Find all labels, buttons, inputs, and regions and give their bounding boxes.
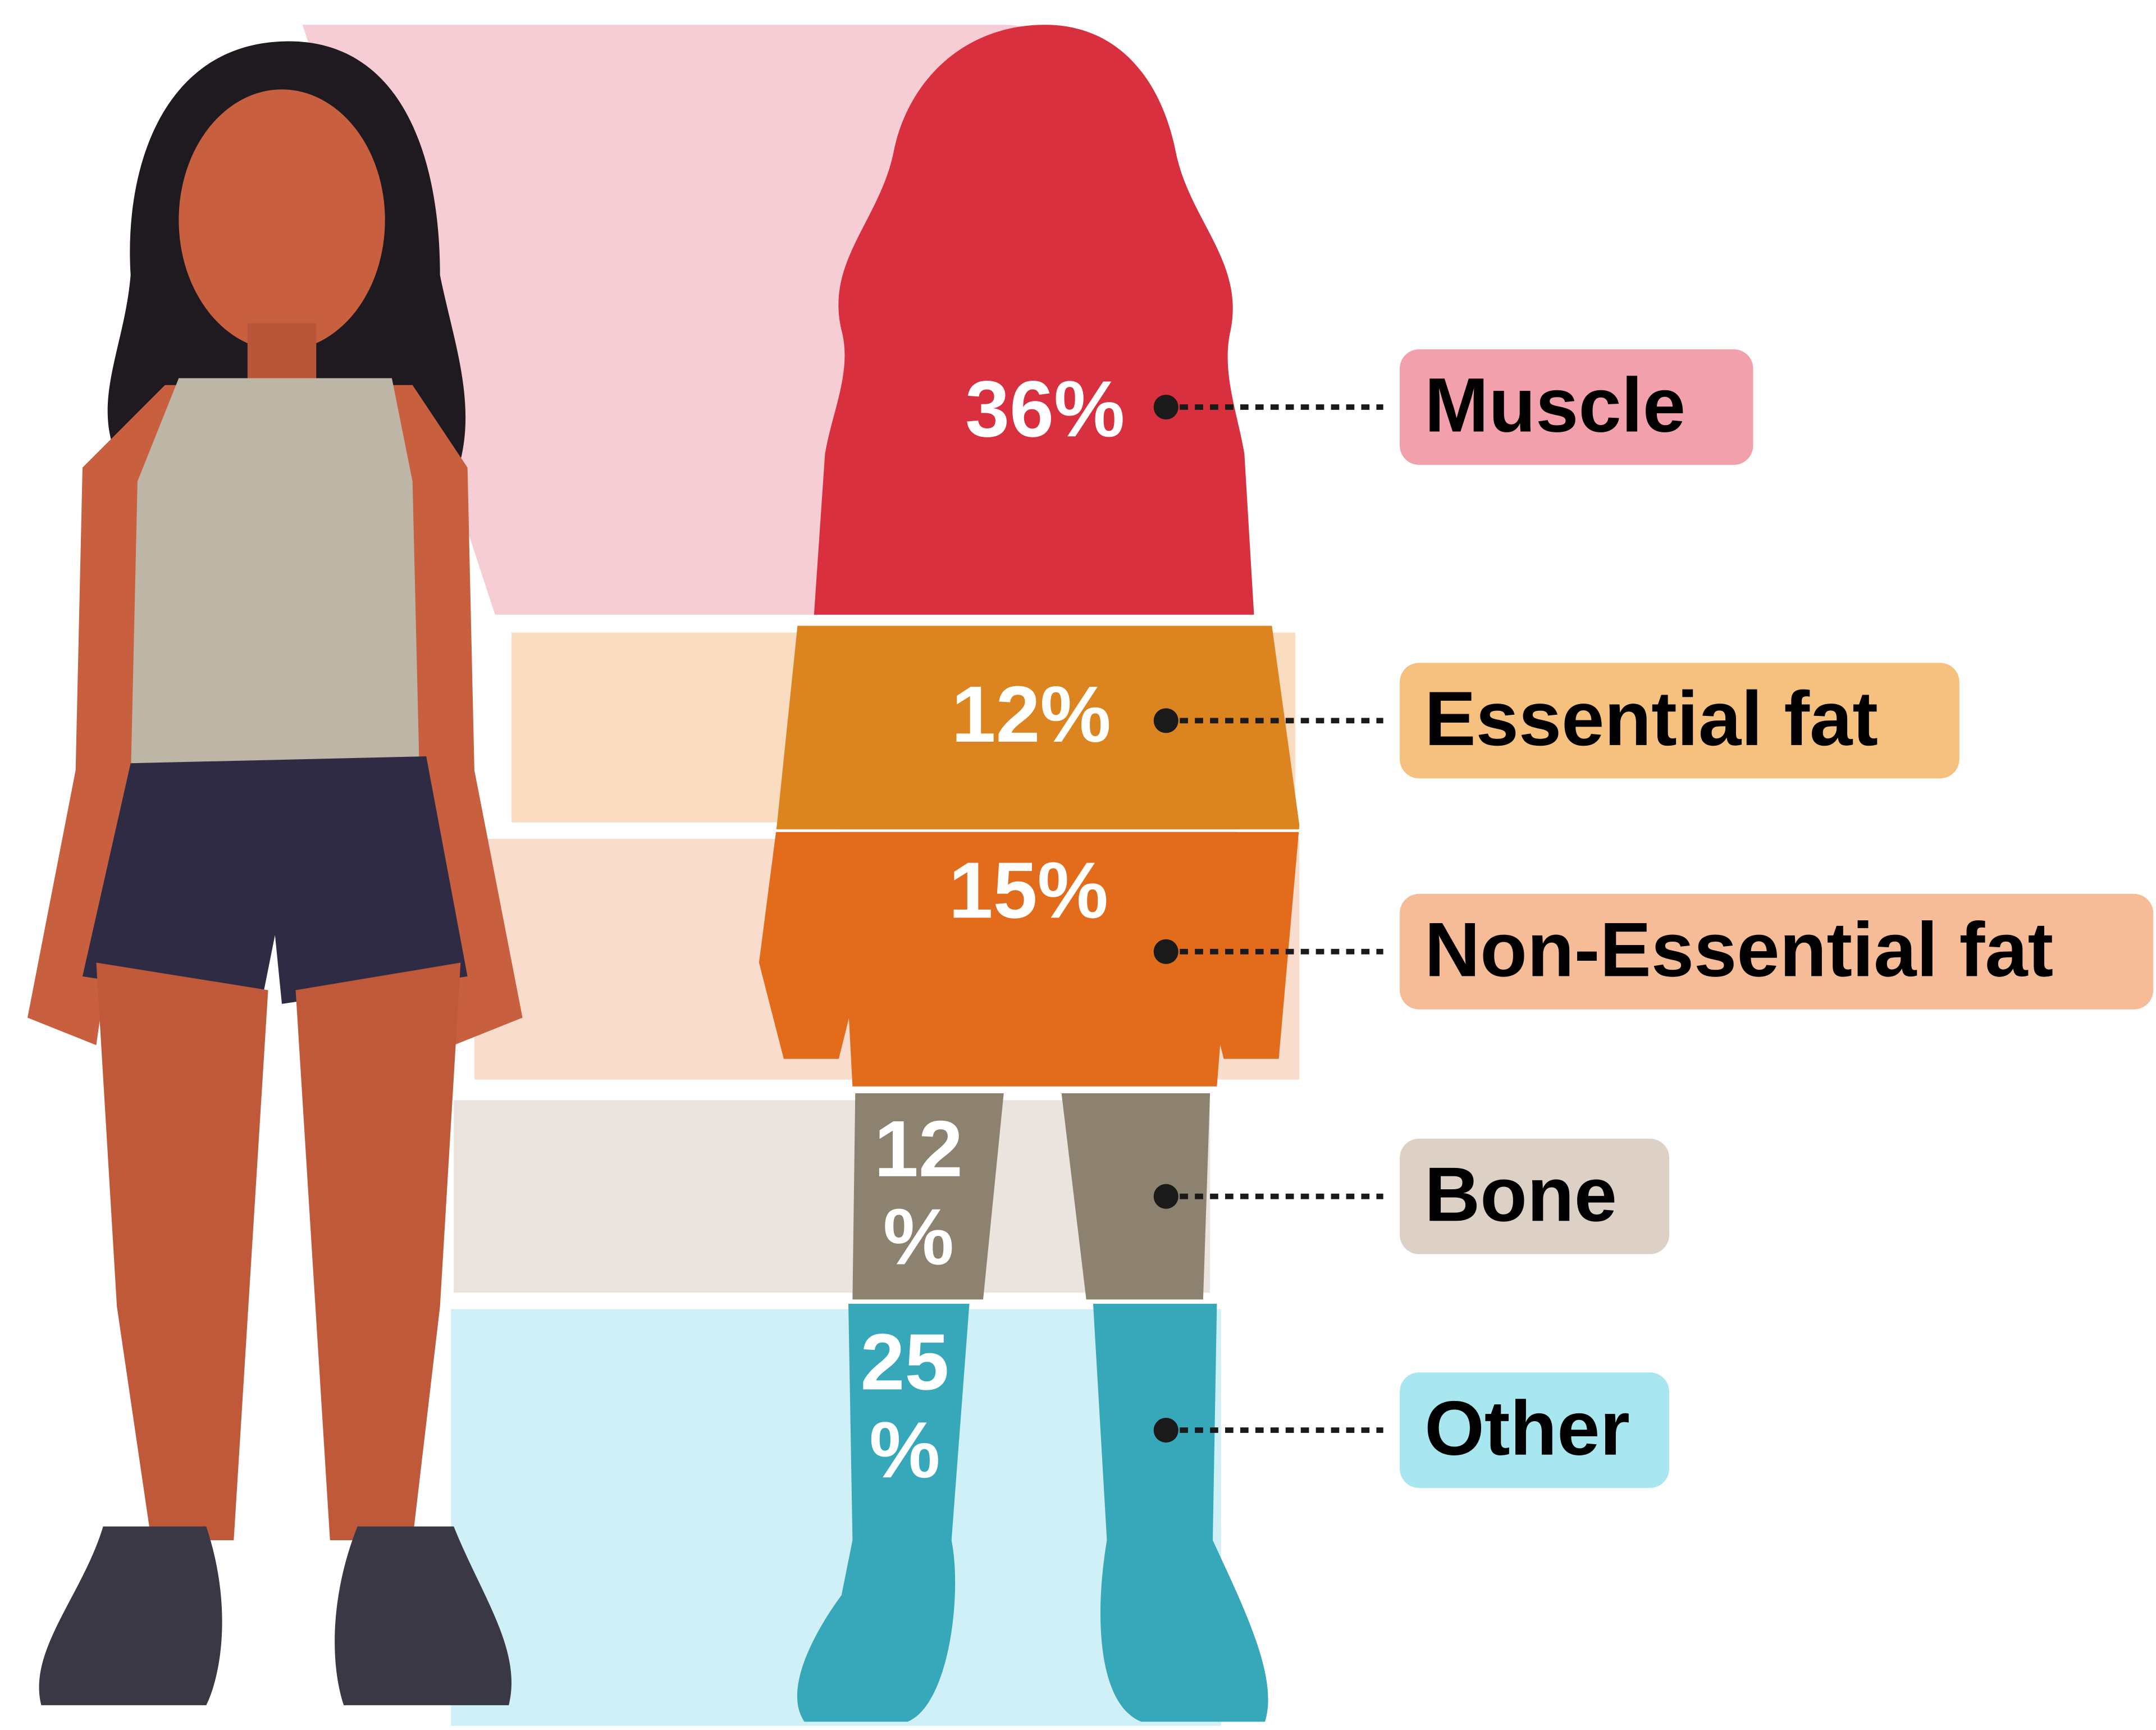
- percent-label: 12%: [952, 670, 1111, 759]
- silhouette: 36%12%15%12%25%: [759, 25, 1300, 1722]
- label-box: [1400, 663, 1959, 779]
- connector-dot: [1153, 939, 1179, 964]
- percent-label: 36%: [965, 364, 1125, 454]
- label-box: [1400, 893, 2154, 1010]
- person-illustration: [27, 41, 523, 1705]
- label-box: [1400, 1138, 1670, 1254]
- segment-label: Non-Essential fat: [1424, 907, 2053, 993]
- percent-label: 25: [860, 1317, 949, 1407]
- connector-dot: [1153, 708, 1179, 733]
- label-box: [1400, 349, 1753, 465]
- labels: Muscle Essential fat Non-Essential fat Bone…: [1153, 349, 2154, 1488]
- percent-label: %: [869, 1405, 940, 1495]
- connector-dot: [1153, 1417, 1179, 1443]
- segment-label: Muscle: [1424, 363, 1685, 449]
- segment-label: Bone: [1424, 1152, 1617, 1238]
- segment-label: Other: [1424, 1386, 1630, 1472]
- label-box: [1400, 1372, 1670, 1488]
- percent-label: 12: [874, 1104, 963, 1194]
- connector-dot: [1153, 1184, 1179, 1209]
- percent-label: 15%: [949, 846, 1108, 935]
- percent-label: %: [883, 1192, 954, 1281]
- connector-dot: [1153, 394, 1179, 420]
- segment-label: Essential fat: [1424, 676, 1878, 762]
